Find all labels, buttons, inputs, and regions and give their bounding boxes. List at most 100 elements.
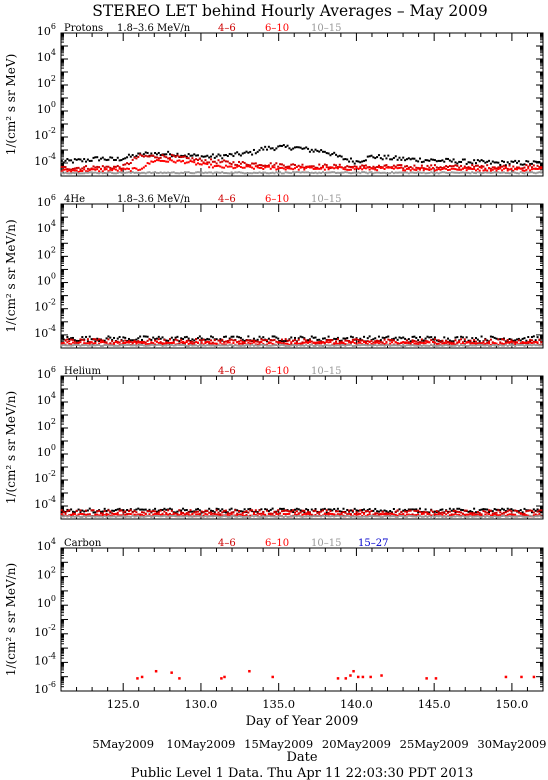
data-point (374, 515, 377, 518)
data-point (519, 512, 522, 515)
data-point (223, 166, 226, 169)
data-point (400, 510, 403, 513)
data-point (363, 159, 366, 162)
data-point (435, 342, 438, 345)
data-point (530, 171, 533, 174)
data-point (144, 341, 147, 344)
data-point (236, 515, 239, 518)
data-point (159, 513, 162, 516)
data-point (452, 158, 455, 161)
data-point (448, 515, 451, 518)
data-point (454, 344, 457, 347)
data-point (383, 154, 386, 157)
data-point (419, 157, 422, 160)
data-point (400, 166, 403, 169)
data-point (230, 335, 233, 338)
data-point (139, 508, 142, 511)
data-point (264, 515, 267, 518)
data-point (409, 514, 412, 517)
data-point (109, 171, 112, 174)
data-point (71, 336, 74, 339)
data-point (433, 513, 436, 516)
data-point (68, 509, 71, 512)
data-point (316, 149, 319, 152)
data-point (150, 160, 153, 163)
data-point (391, 344, 394, 347)
data-point (504, 675, 508, 679)
data-point (471, 164, 474, 167)
data-point (148, 162, 151, 165)
data-point (168, 514, 171, 517)
data-point (208, 344, 211, 347)
data-point (139, 168, 142, 171)
date-tick-labels: 5May2009 10May2009 15May2009 20May2009 25May… (92, 737, 546, 751)
data-point (348, 512, 351, 515)
data-point (374, 171, 377, 174)
data-point (73, 513, 76, 516)
data-point (280, 510, 283, 513)
data-point (361, 160, 364, 163)
data-point (142, 341, 145, 344)
data-point (499, 509, 502, 512)
data-point (368, 508, 371, 511)
data-point (122, 341, 125, 344)
data-point (294, 344, 297, 347)
data-point (142, 344, 145, 347)
data-point (159, 159, 162, 162)
data-point (510, 513, 513, 516)
data-point (114, 158, 117, 161)
data-point (413, 508, 416, 511)
data-point (318, 511, 321, 514)
data-point (198, 171, 201, 174)
data-point (90, 509, 93, 512)
data-point (85, 165, 88, 168)
data-point (98, 509, 101, 512)
data-point (493, 513, 496, 516)
data-point (523, 172, 526, 175)
data-point (454, 339, 457, 342)
data-point (407, 513, 410, 516)
data-point (402, 509, 405, 512)
data-point (342, 511, 345, 514)
data-point (456, 336, 459, 339)
data-point (251, 342, 254, 345)
data-point (508, 168, 511, 171)
data-point (321, 337, 324, 340)
data-point (122, 336, 125, 339)
data-point (144, 154, 147, 157)
data-point (213, 511, 216, 514)
data-point (234, 509, 237, 512)
data-point (493, 342, 496, 345)
data-point (163, 153, 166, 156)
data-point (517, 510, 520, 513)
data-point (305, 171, 308, 174)
data-point (329, 508, 332, 511)
data-point (409, 158, 412, 161)
data-point (101, 515, 104, 518)
data-point (223, 343, 226, 346)
data-point (161, 345, 164, 348)
data-point (488, 515, 491, 518)
data-point (394, 166, 397, 169)
data-point (120, 515, 123, 518)
data-point (180, 511, 183, 514)
data-point (185, 340, 188, 343)
data-point (484, 508, 487, 511)
data-point (323, 515, 326, 518)
data-point (182, 507, 185, 510)
data-point (193, 159, 196, 162)
data-point (124, 171, 127, 174)
data-point (228, 165, 231, 168)
data-point (506, 172, 509, 175)
data-point (480, 172, 483, 175)
data-point (241, 166, 244, 169)
data-point (165, 156, 168, 159)
data-point (305, 339, 308, 342)
data-point (144, 343, 147, 346)
data-point (113, 344, 116, 347)
data-point (148, 171, 151, 174)
data-point (226, 513, 229, 516)
data-point (64, 344, 67, 347)
data-point (439, 171, 442, 174)
data-point (448, 507, 451, 510)
